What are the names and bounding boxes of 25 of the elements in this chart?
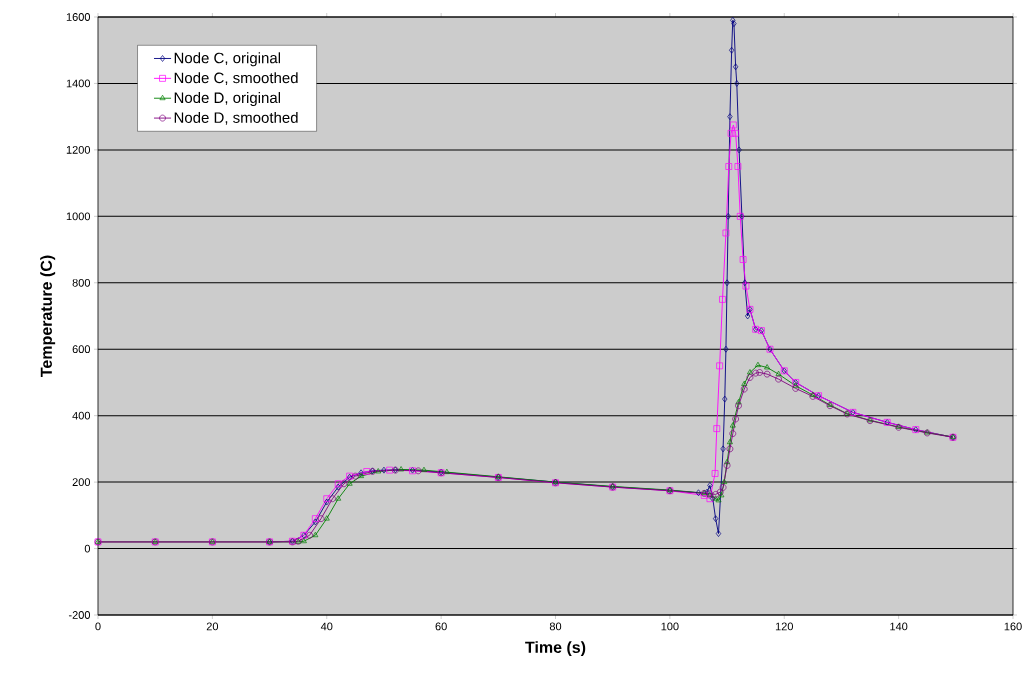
legend-label: Node C, smoothed xyxy=(174,72,298,85)
y-tick-label: 600 xyxy=(72,345,91,354)
x-tick-label: 20 xyxy=(206,622,219,631)
y-tick-label: 1400 xyxy=(66,79,91,88)
x-tick-label: 40 xyxy=(320,622,333,631)
x-tick-label: 160 xyxy=(1004,622,1022,631)
y-tick-label: -200 xyxy=(68,611,91,619)
legend-label: Node D, original xyxy=(174,92,281,107)
legend-label: Node D, smoothed xyxy=(174,111,298,125)
y-tick-label: 1600 xyxy=(66,13,91,21)
legend-label: Node C, original xyxy=(174,52,281,67)
y-axis-title: Temperature (C) xyxy=(40,255,56,378)
x-axis-title: Time (s) xyxy=(525,641,586,657)
y-tick-label: 400 xyxy=(72,411,91,420)
x-tick-label: 80 xyxy=(549,622,562,631)
y-tick-label: 1200 xyxy=(66,146,91,154)
x-tick-label: 100 xyxy=(661,622,679,631)
x-tick-label: 60 xyxy=(435,622,447,631)
y-tick-label: 0 xyxy=(84,544,91,553)
y-tick-label: 1000 xyxy=(66,212,91,221)
x-tick-label: 120 xyxy=(775,622,793,631)
y-tick-label: 200 xyxy=(72,478,91,487)
x-tick-label: 0 xyxy=(95,622,101,631)
y-tick-label: 800 xyxy=(72,278,91,287)
x-tick-label: 140 xyxy=(890,622,908,631)
